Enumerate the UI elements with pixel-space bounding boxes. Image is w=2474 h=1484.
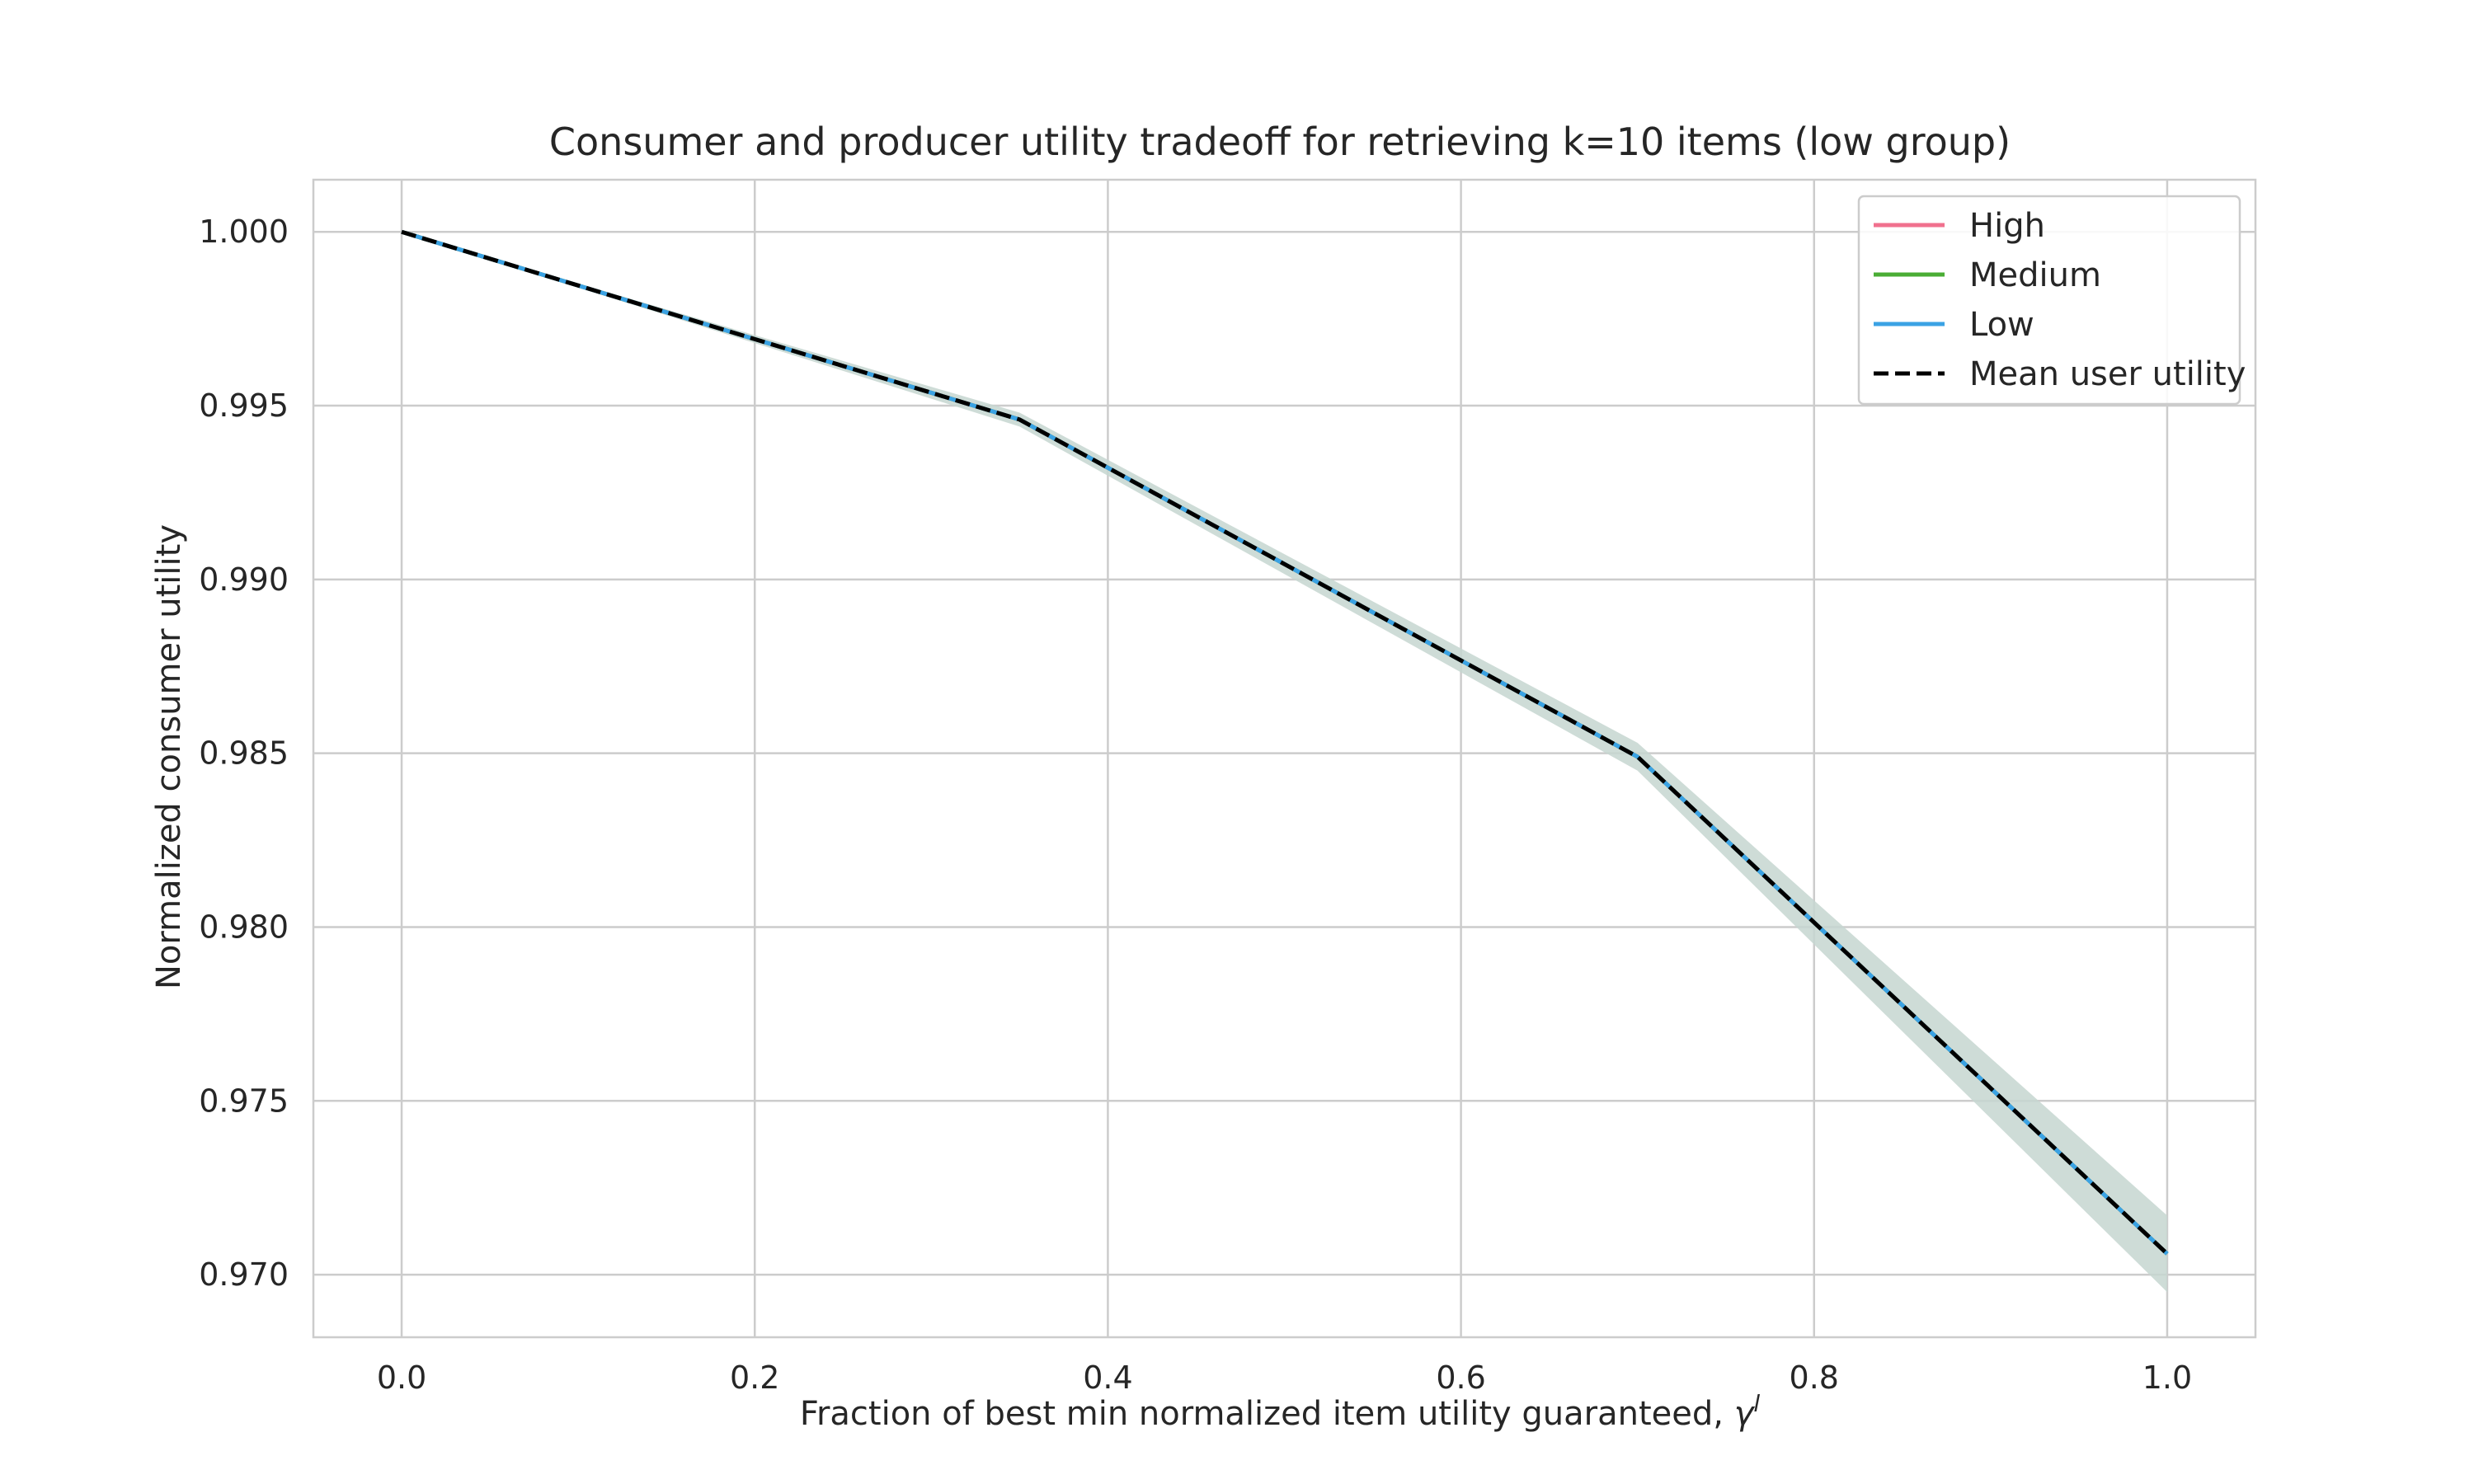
legend-label: Medium	[1969, 256, 2101, 294]
legend-label: High	[1969, 207, 2045, 245]
chart-title: Consumer and producer utility tradeoff f…	[549, 120, 2011, 164]
y-tick-label: 1.000	[199, 214, 289, 250]
y-tick-labels: 0.970 0.975 0.980 0.985 0.990 0.995 1.000	[199, 214, 289, 1293]
y-tick-label: 0.975	[199, 1082, 289, 1119]
legend: High Medium Low Mean user utility	[1857, 195, 2246, 406]
y-tick-label: 0.980	[199, 909, 289, 945]
y-tick-label: 0.970	[199, 1256, 289, 1293]
y-tick-label: 0.985	[199, 735, 289, 772]
series-lines	[401, 229, 2169, 1256]
legend-label: Low	[1969, 306, 2034, 344]
series-line-mean-user-utility	[401, 229, 2169, 1256]
x-tick-label: 1.0	[2142, 1360, 2192, 1396]
x-tick-label: 0.2	[730, 1360, 779, 1396]
x-axis-label: Fraction of best min normalized item uti…	[800, 1390, 1761, 1433]
y-tick-label: 0.995	[199, 387, 289, 424]
plot-frame	[312, 178, 2257, 1339]
x-tick-label: 0.4	[1083, 1360, 1132, 1396]
y-tick-label: 0.990	[199, 561, 289, 598]
x-tick-label: 0.0	[377, 1360, 426, 1396]
x-tick-labels: 0.0 0.2 0.4 0.6 0.8 1.0	[377, 1360, 2192, 1396]
legend-box	[1857, 195, 2241, 406]
x-tick-label: 0.6	[1436, 1360, 1485, 1396]
y-axis-label: Normalized consumer utility	[150, 524, 188, 989]
legend-label: Mean user utility	[1969, 355, 2246, 393]
x-tick-label: 0.8	[1790, 1360, 1839, 1396]
